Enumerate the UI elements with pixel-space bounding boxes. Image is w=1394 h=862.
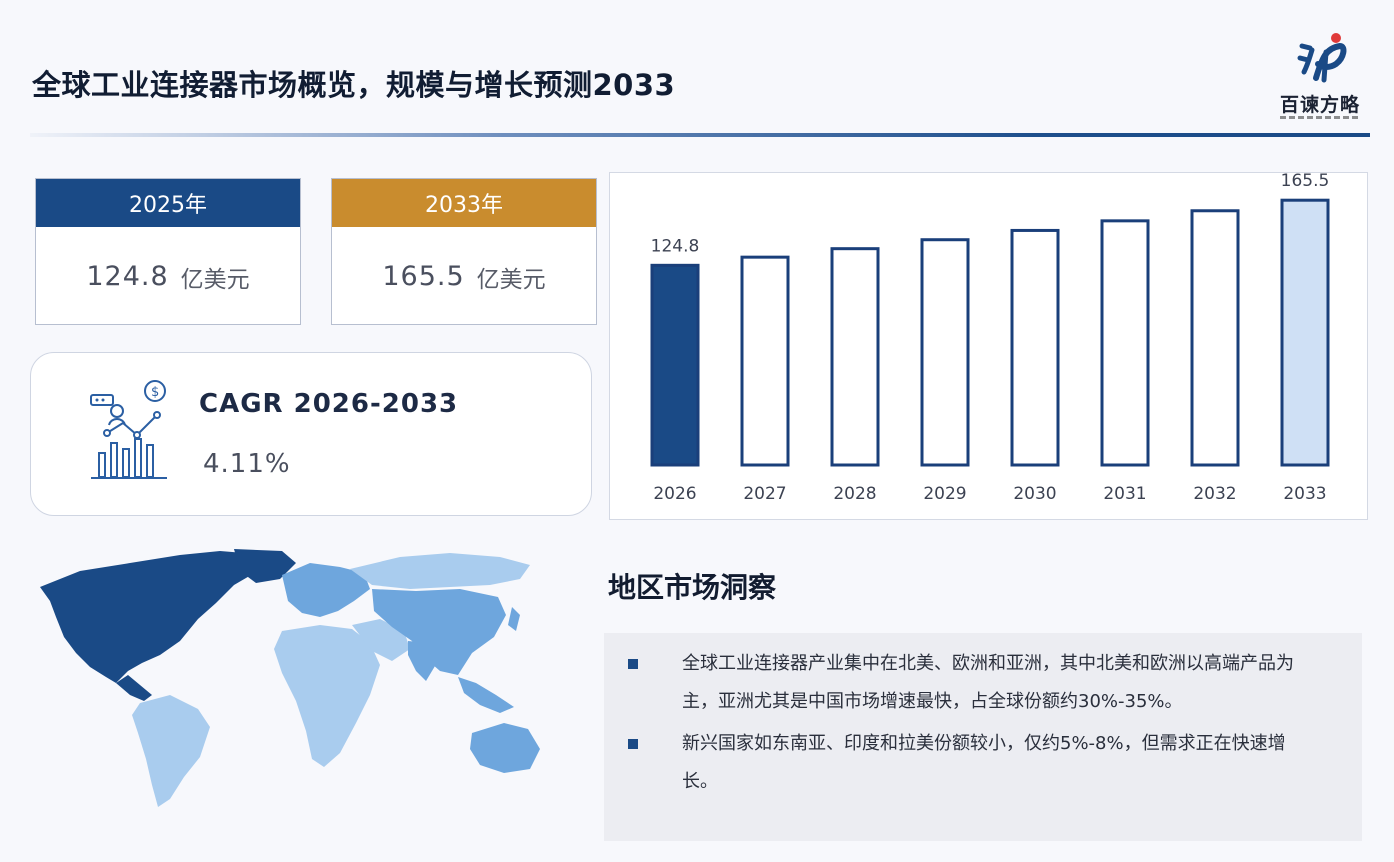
map-south-america	[132, 695, 210, 807]
x-tick-label: 2030	[1013, 484, 1056, 504]
bar-2027	[740, 255, 790, 467]
bar-2032	[1190, 209, 1240, 467]
map-japan	[508, 607, 520, 631]
region-bullet-text: 新兴国家如东南亚、印度和拉美份额较小，仅约5%-8%，但需求正在快速增长。	[682, 733, 1286, 792]
svg-text:$: $	[151, 385, 159, 400]
kpi-value: 124.8	[86, 261, 169, 292]
bar-chart-svg: 2026 124.8 2027 2028 2029 2030 2031 2032 2033 165…	[650, 173, 1330, 504]
brand-subtitle-decoration	[1280, 116, 1360, 119]
kpi-value-row: 124.8 亿美元	[36, 227, 300, 326]
brand-name: 百谏方略	[1279, 94, 1360, 116]
kpi-year-label: 2025年	[36, 179, 300, 227]
region-bullet-text: 全球工业连接器产业集中在北美、欧洲和亚洲，其中北美和欧洲以高端产品为主，亚洲尤其…	[682, 653, 1294, 712]
bar-2029	[920, 238, 970, 467]
finance-growth-icon: $	[90, 380, 167, 479]
x-tick-label: 2032	[1193, 484, 1236, 504]
kpi-card-2033: 2033年 165.5 亿美元	[331, 178, 597, 325]
x-tick-label: 2033	[1283, 484, 1326, 504]
page-title: 全球工业连接器市场概览，规模与增长预测2033	[32, 68, 676, 102]
data-label: 165.5	[1281, 173, 1330, 191]
brand-logo: 百谏方略	[1272, 28, 1368, 124]
map-north-asia	[350, 553, 530, 589]
bar-2031	[1100, 219, 1150, 467]
x-tick-label: 2027	[743, 484, 786, 504]
kpi-card-2025: 2025年 124.8 亿美元	[35, 178, 301, 325]
map-middle-east	[352, 619, 410, 661]
cagr-card: $ CAGR 2026-2033 4.11%	[30, 352, 592, 516]
data-label: 124.8	[651, 236, 700, 256]
map-europe	[282, 563, 370, 617]
map-north-america	[40, 551, 268, 683]
kpi-unit: 亿美元	[476, 266, 546, 293]
bullet-marker-icon	[628, 659, 638, 669]
kpi-unit: 亿美元	[180, 266, 250, 293]
kpi-value-row: 165.5 亿美元	[332, 227, 596, 326]
map-africa	[274, 625, 380, 767]
world-map	[40, 549, 540, 807]
bullet-marker-icon	[628, 739, 638, 749]
cagr-value: 4.11%	[203, 449, 291, 479]
x-tick-label: 2028	[833, 484, 876, 504]
bar-2026	[650, 263, 700, 467]
region-insight-box: 全球工业连接器产业集中在北美、欧洲和亚洲，其中北美和欧洲以高端产品为主，亚洲尤其…	[604, 633, 1362, 841]
bar-2028	[830, 247, 880, 467]
kpi-year-label: 2033年	[332, 179, 596, 227]
bar-2030	[1010, 228, 1060, 467]
x-tick-label: 2031	[1103, 484, 1146, 504]
map-india	[408, 641, 438, 681]
kpi-value: 165.5	[382, 261, 465, 292]
map-asia	[372, 589, 506, 675]
market-size-chart: 2026 124.8 2027 2028 2029 2030 2031 2032 2033 165…	[609, 172, 1368, 520]
map-australia	[470, 723, 540, 773]
region-title: 地区市场洞察	[608, 571, 777, 604]
x-tick-label: 2026	[653, 484, 696, 504]
title-divider	[30, 133, 1370, 137]
cagr-label: CAGR 2026-2033	[199, 389, 459, 419]
map-central-america	[116, 675, 152, 701]
brand-logo-icon	[1297, 33, 1347, 83]
x-tick-label: 2029	[923, 484, 966, 504]
map-greenland	[234, 549, 296, 583]
bar-2033	[1280, 198, 1330, 467]
map-southeast-asia	[458, 677, 514, 713]
